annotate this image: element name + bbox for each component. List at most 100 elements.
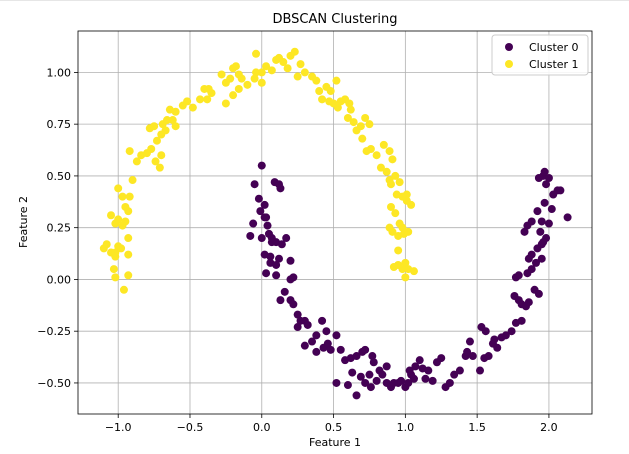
cluster-1-point (237, 74, 246, 83)
cluster-1-point (326, 87, 335, 96)
cluster-0-point (275, 254, 284, 263)
cluster-1-point (312, 76, 321, 85)
legend-box (491, 34, 589, 76)
cluster-1-point (402, 196, 411, 205)
cluster-1-point (267, 66, 276, 75)
cluster-1-point (346, 105, 355, 114)
cluster-0-point (415, 356, 424, 365)
cluster-0-point (397, 376, 406, 385)
cluster-1-point (151, 157, 160, 166)
y-tick-label: 0.00 (47, 273, 72, 286)
chart-title: DBSCAN Clustering (272, 12, 397, 27)
cluster-1-point (391, 209, 400, 218)
top-divider (0, 0, 629, 1)
cluster-1-point (361, 113, 370, 122)
cluster-1-point (111, 273, 120, 282)
cluster-0-point (280, 287, 289, 296)
cluster-0-point (352, 352, 361, 361)
cluster-1-point (385, 147, 394, 156)
cluster-0-point (365, 370, 374, 379)
cluster-0-point (262, 269, 271, 278)
cluster-1-point (128, 176, 137, 185)
cluster-1-point (398, 223, 407, 232)
y-axis-ticks: −0.50 −0.25 0.00 0.25 0.50 0.75 1.00 (37, 66, 78, 390)
data-points (99, 47, 572, 400)
cluster-1-point (296, 60, 305, 69)
cluster-0-point (547, 205, 556, 214)
cluster-1-point (124, 234, 133, 243)
cluster-1-point (252, 49, 261, 58)
cluster-0-point (532, 258, 541, 267)
cluster-0-point (537, 254, 546, 263)
cluster-0-point (382, 362, 391, 371)
cluster-0-point (356, 372, 365, 381)
cluster-1-point (171, 107, 180, 116)
cluster-1-point (114, 215, 123, 224)
cluster-1-point (168, 116, 177, 125)
cluster-0-point (266, 252, 275, 261)
cluster-1-point (117, 244, 126, 253)
cluster-1-point (386, 180, 395, 189)
cluster-0-point (544, 219, 553, 228)
cluster-1-point (332, 76, 341, 85)
cluster-0-point (540, 167, 549, 176)
plot-area (78, 31, 592, 414)
cluster-1-point (226, 74, 235, 83)
cluster-1-point (345, 99, 354, 108)
cluster-1-point (365, 120, 374, 129)
cluster-0-point (277, 240, 286, 249)
cluster-0-point (424, 366, 433, 375)
cluster-1-point (402, 190, 411, 199)
cluster-0-point (293, 323, 302, 332)
x-tick-label: −1.0 (105, 421, 132, 434)
cluster-0-point (322, 327, 331, 336)
cluster-1-point (366, 145, 375, 154)
cluster-1-point (217, 70, 226, 79)
cluster-1-point (293, 72, 302, 81)
cluster-1-point (401, 273, 410, 282)
cluster-1-point (234, 84, 243, 93)
cluster-1-point (183, 97, 192, 106)
cluster-0-point (501, 331, 510, 340)
cluster-0-point (272, 271, 281, 280)
cluster-0-point (537, 217, 546, 226)
cluster-1-point (333, 103, 342, 112)
cluster-1-point (250, 74, 259, 83)
cluster-1-point (171, 122, 180, 131)
cluster-0-point (544, 173, 553, 182)
cluster-1-point (121, 217, 130, 226)
cluster-0-point (246, 231, 255, 240)
cluster-0-point (260, 200, 269, 209)
y-tick-label: −0.25 (37, 325, 71, 338)
y-tick-label: −0.50 (37, 377, 71, 390)
cluster-1-point (379, 140, 388, 149)
cluster-0-point (542, 180, 551, 189)
x-tick-label: 0.5 (325, 421, 343, 434)
cluster-0-point (539, 238, 548, 247)
cluster-0-point (326, 345, 335, 354)
cluster-1-point (231, 62, 240, 71)
cluster-0-point (343, 381, 352, 390)
cluster-1-point (107, 211, 116, 220)
cluster-1-point (394, 246, 403, 255)
cluster-1-point (382, 167, 391, 176)
cluster-0-point (369, 358, 378, 367)
cluster-0-point (405, 366, 414, 375)
cluster-1-point (109, 265, 118, 274)
cluster-1-point (257, 68, 266, 77)
cluster-1-point (229, 91, 238, 100)
cluster-1-point (279, 58, 288, 67)
cluster-0-point (282, 234, 291, 243)
cluster-1-point (163, 116, 172, 125)
cluster-1-point (290, 47, 299, 56)
cluster-1-point (132, 157, 141, 166)
cluster-1-point (114, 184, 123, 193)
cluster-0-point (308, 337, 317, 346)
cluster-0-point (249, 219, 258, 228)
cluster-0-point (361, 345, 370, 354)
cluster-1-point (372, 151, 381, 160)
cluster-0-point (428, 376, 437, 385)
cluster-0-point (445, 378, 454, 387)
cluster-1-point (252, 68, 261, 77)
cluster-0-point (368, 352, 377, 361)
